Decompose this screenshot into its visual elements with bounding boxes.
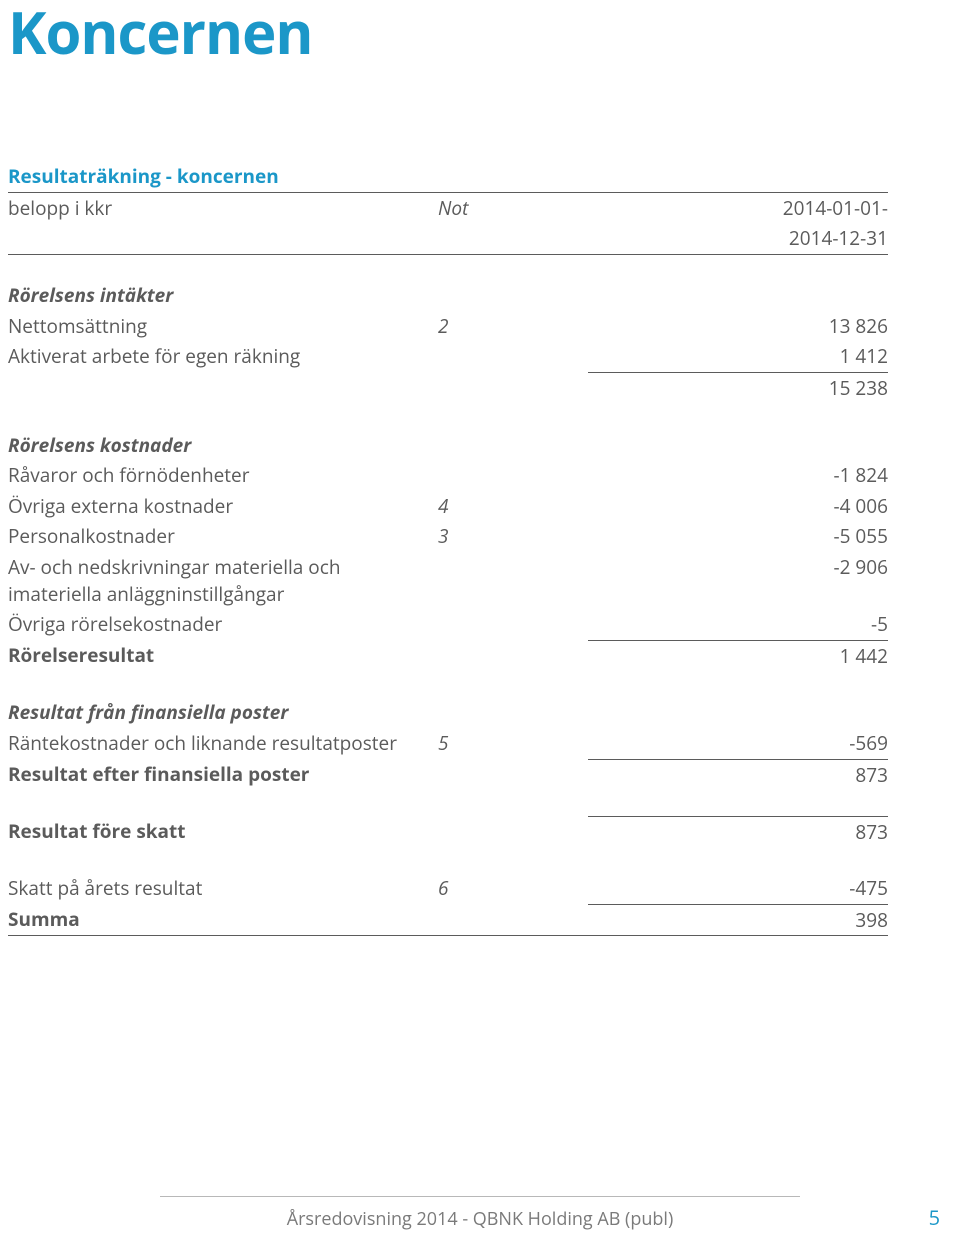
summa-value: 398 [588,904,888,936]
col-header-period-2: 2014-12-31 [588,223,888,254]
footer-text: Årsredovisning 2014 - QBNK Holding AB (p… [287,1207,674,1231]
table-row: Summa 398 [8,904,888,936]
income-statement-table: Resultaträkning - koncernen belopp i kkr… [8,161,888,948]
resultat-efter-fin-label: Resultat efter finansiella poster [8,759,438,790]
section-heading: Resultaträkning - koncernen [8,161,438,192]
col-header-label: belopp i kkr [8,192,438,223]
table-row: Övriga rörelsekostnader -5 [8,609,888,640]
resultat-fore-skatt-label: Resultat före skatt [8,816,438,847]
resultat-efter-fin-value: 873 [588,759,888,790]
subheading-kostnader: Rörelsens kostnader [8,430,438,461]
table-row: Nettomsättning 2 13 826 [8,311,888,342]
table-row: Skatt på årets resultat 6 -475 [8,873,888,904]
table-row: Råvaror och förnödenheter -1 824 [8,460,888,491]
col-header-not: Not [438,192,588,223]
subheading-intakter: Rörelsens intäkter [8,280,438,311]
page-footer: Årsredovisning 2014 - QBNK Holding AB (p… [0,1196,960,1231]
table-row: Övriga externa kostnader 4 -4 006 [8,491,888,522]
table-row: 15 238 [8,373,888,404]
footer-divider [160,1196,800,1197]
table-row: Resultat före skatt 873 [8,816,888,847]
subtotal-intakter: 15 238 [588,373,888,404]
table-row: Räntekostnader och liknande resultatpost… [8,728,888,759]
resultat-fore-skatt-value: 873 [588,816,888,847]
table-row: Aktiverat arbete för egen räkning 1 412 [8,341,888,372]
page-title: Koncernen [8,0,952,71]
table-row: Av- och nedskrivningar materiella och im… [8,552,888,609]
table-row: Resultat efter finansiella poster 873 [8,759,888,790]
summa-label: Summa [8,904,438,936]
table-row: Personalkostnader 3 -5 055 [8,521,888,552]
page-number: 5 [929,1204,940,1231]
col-header-period-1: 2014-01-01- [588,192,888,223]
rorelseresultat-value: 1 442 [588,640,888,671]
subheading-fin: Resultat från finansiella poster [8,697,438,728]
rorelseresultat-label: Rörelseresultat [8,640,438,671]
table-row: Rörelseresultat 1 442 [8,640,888,671]
